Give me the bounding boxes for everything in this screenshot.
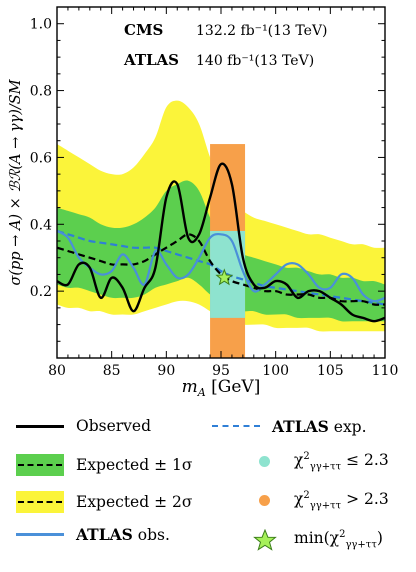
- y-tick-label: 1.0: [30, 17, 52, 33]
- legend-label-chi-low: χ: [294, 451, 304, 470]
- legend-label-band1: Expected ± 1σ: [76, 456, 193, 474]
- legend-item-atlas-exp: ATLAS exp.: [212, 415, 367, 437]
- legend-label-band2: Expected ± 2σ: [76, 493, 193, 511]
- annotation-bold: CMS: [124, 21, 163, 39]
- y-tick-label: 0.6: [30, 150, 52, 166]
- annotation-lumi: 132.2 fb⁻¹(13 TeV): [196, 23, 328, 39]
- legend-item-atlas-obs: ATLAS obs.: [16, 523, 170, 545]
- chi-high-sub: γγ+ττ: [309, 500, 342, 512]
- x-tick-label: 110: [372, 363, 399, 379]
- min-chi2-star: [215, 268, 234, 286]
- chi-high-marker: [252, 490, 282, 512]
- chi-low-sub: γγ+ττ: [309, 461, 342, 473]
- legend-label-atlas-obs: obs.: [132, 525, 170, 544]
- x-tick-label: 90: [157, 363, 175, 379]
- x-tick-label: 105: [317, 363, 344, 379]
- legend-item-band1: Expected ± 1σ: [16, 454, 192, 476]
- legend-item-chi-high: χ2γγ+ττ > 2.3: [252, 490, 389, 512]
- legend-item-chi-low: χ2γγ+ττ ≤ 2.3: [252, 451, 389, 473]
- series-atlas-exp: [57, 229, 385, 306]
- y-tick-label: 0.8: [30, 84, 52, 100]
- annotation-bold: ATLAS: [123, 51, 179, 69]
- y-axis-label: σ(pp → A) × ℬℛ(A → γγ)/SM: [8, 78, 24, 285]
- legend-item-band2: Expected ± 2σ: [16, 491, 192, 513]
- annotation-lumi: 140 fb⁻¹(13 TeV): [196, 53, 314, 69]
- legend-item-min-star: min(χ2γγ+ττ): [252, 529, 383, 551]
- atlas-obs-swatch: [16, 523, 64, 545]
- band2-swatch: [16, 491, 64, 513]
- y-tick-label: 0.4: [30, 217, 52, 233]
- limit-plot: 80 85 90 95 100 105 110 0.2 0.4 0.6 0.8 1.0 mA [GeV]…: [8, 6, 399, 399]
- x-tick-label: 100: [262, 363, 289, 379]
- chi-high-tail: > 2.3: [341, 490, 389, 509]
- x-tick-label: 85: [103, 363, 121, 379]
- min-tail: ): [376, 529, 383, 548]
- legend-label-atlas-exp: exp.: [328, 417, 367, 436]
- atlas-exp-swatch: [212, 415, 260, 437]
- chi-low-tail: ≤ 2.3: [341, 451, 389, 470]
- series-atlas-obs: [57, 229, 385, 303]
- star-icon: [252, 529, 282, 551]
- legend: Observed Expected ± 1σ Expected ± 2σ ATL…: [0, 405, 416, 572]
- x-tick-label: 95: [212, 363, 230, 379]
- observed-line-swatch: [16, 415, 64, 437]
- legend-label-atlas-obs-bold: ATLAS: [76, 524, 133, 544]
- legend-item-observed: Observed: [16, 415, 151, 437]
- legend-label-min: min(χ: [294, 529, 340, 548]
- series-observed: [57, 162, 385, 323]
- x-tick-label: 80: [48, 363, 66, 379]
- chi-high-sup: 2: [303, 490, 310, 502]
- min-sup: 2: [339, 529, 346, 541]
- y-tick-label: 0.2: [30, 284, 52, 300]
- chi-low-marker: [252, 451, 282, 473]
- legend-label-chi-high: χ: [294, 490, 304, 509]
- x-axis-label: mA [GeV]: [182, 377, 261, 399]
- legend-label-atlas-exp-bold: ATLAS: [272, 416, 329, 436]
- chi-low-sup: 2: [303, 451, 310, 463]
- plot-area: [57, 100, 385, 358]
- legend-label-observed: Observed: [76, 417, 152, 435]
- min-sub: γγ+ττ: [345, 539, 377, 551]
- band1-swatch: [16, 454, 64, 476]
